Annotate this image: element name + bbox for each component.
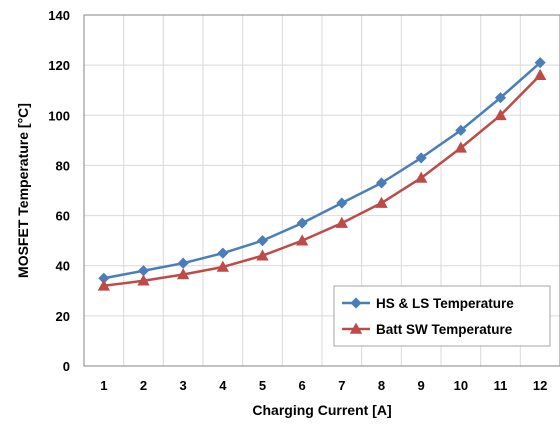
data-point bbox=[534, 57, 546, 69]
x-tick-label: 11 bbox=[494, 378, 508, 393]
x-axis-title: Charging Current [A] bbox=[252, 402, 391, 418]
x-tick-label: 4 bbox=[219, 378, 227, 393]
x-tick-label: 9 bbox=[418, 378, 425, 393]
data-point bbox=[335, 216, 349, 228]
legend-box bbox=[333, 285, 551, 347]
y-tick-label: 120 bbox=[48, 58, 70, 73]
series-lines bbox=[97, 57, 547, 291]
y-tick-label: 20 bbox=[56, 309, 70, 324]
series-line bbox=[103, 74, 542, 288]
y-tick-label: 0 bbox=[63, 359, 70, 374]
legend-label: Batt SW Temperature bbox=[376, 322, 513, 337]
series-line bbox=[103, 61, 541, 280]
data-point bbox=[137, 274, 150, 286]
data-point bbox=[217, 247, 229, 259]
data-point bbox=[295, 234, 309, 246]
y-tick-label: 60 bbox=[56, 209, 70, 224]
y-tick-label: 40 bbox=[56, 259, 70, 274]
legend-marker bbox=[350, 297, 362, 309]
data-point bbox=[177, 257, 189, 269]
x-tick-label: 7 bbox=[338, 378, 345, 393]
legend-label: HS & LS Temperature bbox=[376, 296, 514, 311]
y-tick-label: 80 bbox=[56, 158, 70, 173]
data-point bbox=[137, 265, 150, 277]
legend-item: HS & LS Temperature bbox=[342, 296, 514, 311]
legend: HS & LS Temperature Batt SW Temperature bbox=[333, 285, 551, 347]
data-point bbox=[375, 177, 388, 189]
data-point bbox=[494, 108, 507, 121]
x-tick-label: 8 bbox=[378, 378, 385, 393]
plot-area-border bbox=[83, 14, 560, 367]
data-point bbox=[97, 279, 111, 291]
y-axis-title: MOSFET Temperature [°C] bbox=[15, 103, 31, 278]
legend-marker bbox=[349, 322, 363, 334]
x-tick-label: 3 bbox=[180, 378, 187, 393]
x-tick-label: 10 bbox=[454, 378, 468, 393]
data-point bbox=[415, 152, 427, 164]
x-tick-label: 2 bbox=[140, 378, 147, 393]
x-tick-label: 1 bbox=[100, 378, 107, 393]
data-point bbox=[414, 171, 428, 183]
y-tick-label: 100 bbox=[48, 108, 70, 123]
data-point bbox=[533, 68, 547, 80]
series-2 bbox=[97, 68, 547, 291]
x-tick-label: 5 bbox=[259, 378, 266, 393]
data-point bbox=[375, 196, 388, 208]
gridlines bbox=[83, 14, 560, 367]
data-point bbox=[296, 217, 308, 229]
data-point bbox=[256, 249, 269, 261]
x-tick-label: 12 bbox=[533, 378, 547, 393]
data-point bbox=[336, 197, 348, 209]
data-point bbox=[176, 268, 190, 280]
data-point bbox=[494, 92, 507, 104]
data-point bbox=[256, 235, 269, 247]
data-point bbox=[455, 124, 467, 136]
legend-item: Batt SW Temperature bbox=[342, 322, 513, 337]
y-tick-label: 140 bbox=[48, 8, 70, 23]
x-tick-label: 6 bbox=[299, 378, 306, 393]
data-point bbox=[454, 141, 468, 153]
data-point bbox=[216, 260, 230, 272]
